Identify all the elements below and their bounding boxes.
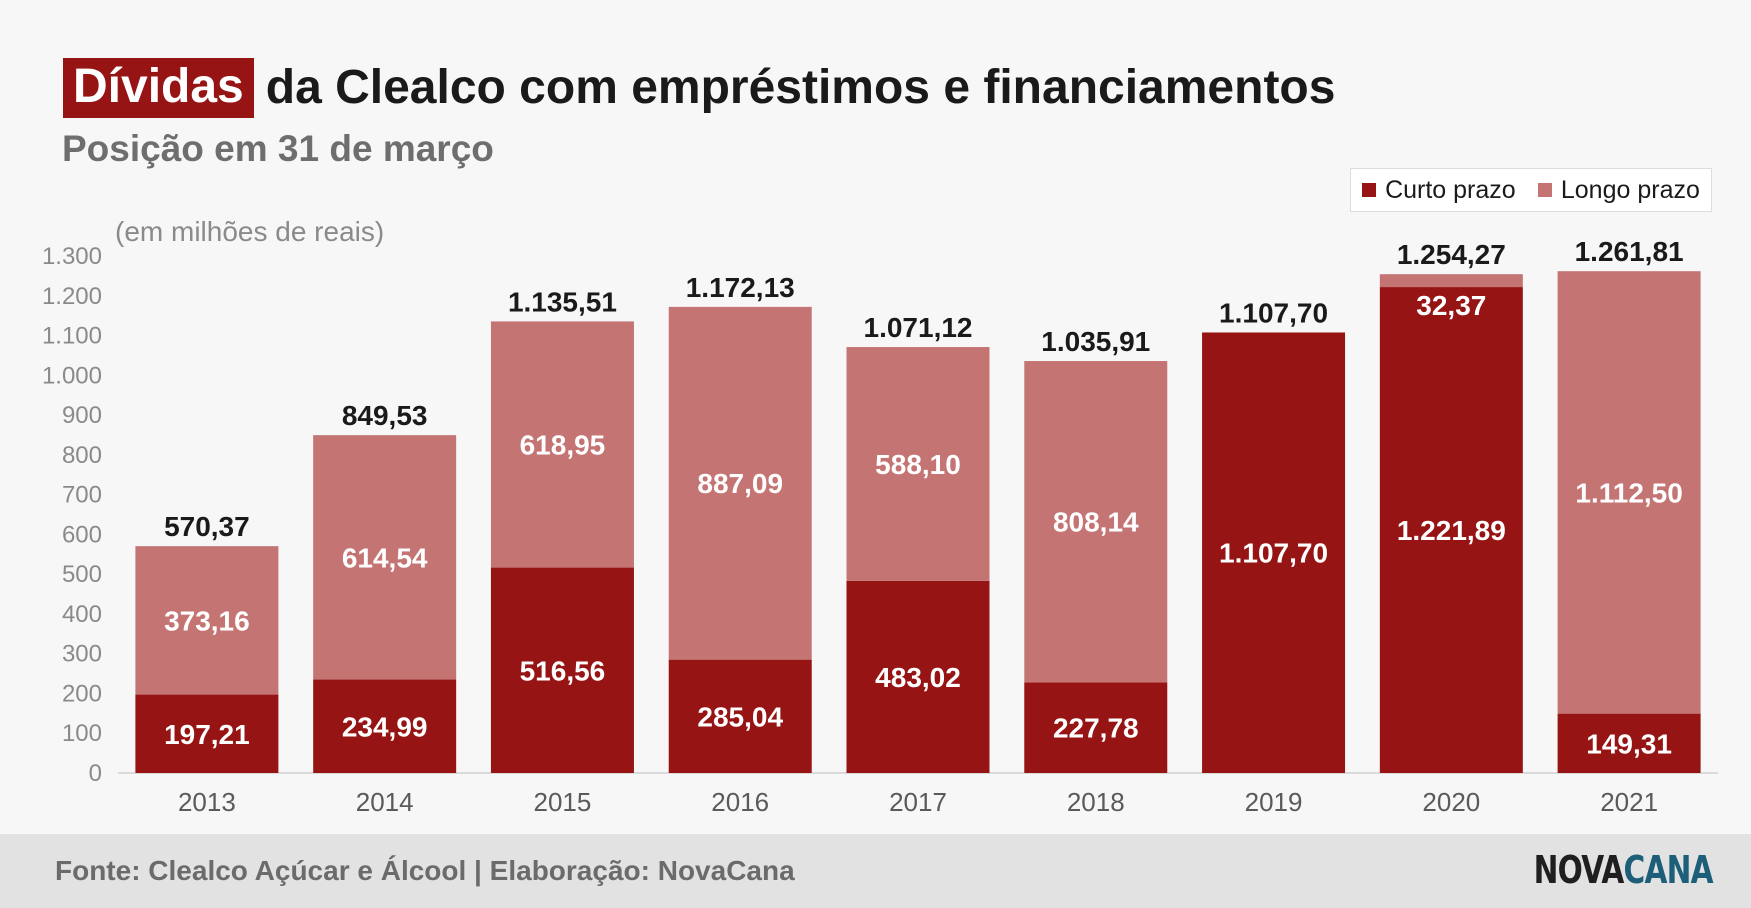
legend: Curto prazo Longo prazo <box>1350 168 1712 212</box>
y-tick-label: 200 <box>62 680 102 707</box>
legend-label-curto: Curto prazo <box>1385 175 1516 204</box>
footer: Fonte: Clealco Açúcar e Álcool | Elabora… <box>0 834 1751 908</box>
segment-value-label: 234,99 <box>342 711 428 742</box>
total-value-label: 1.254,27 <box>1397 239 1506 270</box>
bar-segment-curto <box>1024 682 1168 773</box>
y-tick-label: 800 <box>62 442 102 469</box>
bar-segment-curto <box>135 694 279 773</box>
bar-segment-longo <box>1379 274 1523 288</box>
y-tick-label: 1.300 <box>42 243 102 270</box>
total-value-label: 1.035,91 <box>1041 326 1150 357</box>
segment-value-label: 588,10 <box>875 449 961 480</box>
bar-segment-longo <box>135 546 279 695</box>
y-tick-label: 1.100 <box>42 323 102 350</box>
y-tick-label: 1.200 <box>42 283 102 310</box>
stacked-bar-chart: (em milhões de reais) 0 100 200 300 400 500 600… <box>42 216 1718 817</box>
segment-value-label: 808,14 <box>1053 507 1139 538</box>
chart-subtitle: Posição em 31 de março <box>62 128 494 169</box>
bar-segment-curto <box>668 659 812 773</box>
y-unit-label: (em milhões de reais) <box>115 216 384 247</box>
bar-segment-curto <box>1557 713 1701 773</box>
bar-segment-curto <box>313 679 457 773</box>
segment-value-label: 285,04 <box>697 701 783 732</box>
total-value-label: 1.172,13 <box>686 272 795 303</box>
y-tick-label: 300 <box>62 641 102 668</box>
bar-segment-curto <box>1379 287 1523 773</box>
x-tick-label: 2013 <box>178 787 236 817</box>
logo-cana: CANA <box>1623 848 1714 892</box>
segment-value-label: 887,09 <box>697 468 783 499</box>
bar-segment-longo <box>846 347 990 581</box>
segment-value-label: 1.221,89 <box>1397 515 1506 546</box>
y-tick-label: 100 <box>62 720 102 747</box>
bar-segment-curto <box>1202 332 1346 773</box>
bar-segment-longo <box>668 306 812 660</box>
x-tick-label: 2020 <box>1422 787 1480 817</box>
total-value-label: 1.135,51 <box>508 286 617 317</box>
segment-value-label: 1.112,50 <box>1575 477 1682 508</box>
segment-value-label: 227,78 <box>1053 713 1139 744</box>
y-tick-label: 400 <box>62 601 102 628</box>
bar-segment-longo <box>1557 271 1701 714</box>
legend-swatch-longo <box>1537 183 1552 197</box>
legend-item-curto: Curto prazo <box>1362 176 1516 205</box>
x-tick-label: 2018 <box>1067 787 1125 817</box>
x-tick-label: 2019 <box>1245 787 1303 817</box>
segment-value-label: 614,54 <box>342 542 428 573</box>
segment-value-label: 516,56 <box>520 655 606 686</box>
y-tick-label: 1.000 <box>42 362 102 389</box>
y-tick-label: 500 <box>62 561 102 588</box>
x-tick-label: 2017 <box>889 787 947 817</box>
segment-value-label: 373,16 <box>164 605 250 636</box>
title-highlight: Dívidas <box>63 58 254 118</box>
title-text: da Clealco com empréstimos e financiamen… <box>265 61 1336 114</box>
bar-segment-longo <box>1024 361 1168 683</box>
y-tick-label: 0 <box>89 760 102 787</box>
segment-value-label: 618,95 <box>520 429 606 460</box>
legend-swatch-curto <box>1362 183 1377 197</box>
legend-item-longo: Longo prazo <box>1537 175 1700 205</box>
segment-value-label: 149,31 <box>1586 728 1672 759</box>
x-tick-label: 2014 <box>356 787 414 817</box>
x-tick-label: 2015 <box>534 787 592 817</box>
chart-title: Dívidas da Clealco com empréstimos e fin… <box>63 58 1335 118</box>
x-tick-label: 2016 <box>711 787 769 817</box>
x-tick-label: 2021 <box>1600 787 1658 817</box>
segment-value-label: 32,37 <box>1416 290 1486 321</box>
logo-nova: NOVA <box>1533 848 1625 892</box>
bar-segment-curto <box>846 580 990 773</box>
bar-segment-longo <box>490 321 634 568</box>
legend-label-longo: Longo prazo <box>1560 175 1700 204</box>
total-value-label: 1.071,12 <box>864 312 973 343</box>
segment-value-label: 197,21 <box>164 719 250 750</box>
y-tick-label: 600 <box>62 521 102 548</box>
segment-value-label: 1.107,70 <box>1219 538 1328 569</box>
total-value-label: 1.107,70 <box>1219 297 1328 328</box>
bar-segment-longo <box>313 435 457 680</box>
total-value-label: 1.261,81 <box>1575 236 1684 267</box>
total-value-label: 570,37 <box>164 511 250 542</box>
segment-value-label: 483,02 <box>875 662 961 693</box>
y-tick-label: 700 <box>62 482 102 509</box>
source-note: Fonte: Clealco Açúcar e Álcool | Elabora… <box>55 855 795 886</box>
bar-segment-curto <box>490 567 634 773</box>
y-tick-label: 900 <box>62 402 102 429</box>
novacana-logo: NOVACANA <box>1533 848 1714 892</box>
total-value-label: 849,53 <box>342 400 428 431</box>
